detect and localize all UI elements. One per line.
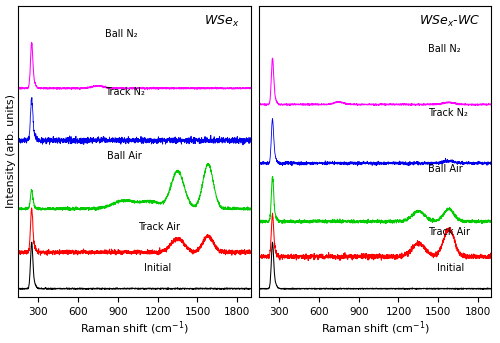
Text: WSe$_x$: WSe$_x$: [204, 14, 239, 29]
Text: Ball Air: Ball Air: [107, 151, 142, 161]
Text: Initial: Initial: [437, 263, 464, 273]
Text: WSe$_x$-WC: WSe$_x$-WC: [418, 14, 480, 29]
Text: Ball N₂: Ball N₂: [104, 28, 137, 38]
X-axis label: Raman shift (cm$^{-1}$): Raman shift (cm$^{-1}$): [320, 320, 430, 338]
Y-axis label: Intensity (arb. units): Intensity (arb. units): [6, 94, 16, 209]
X-axis label: Raman shift (cm$^{-1}$): Raman shift (cm$^{-1}$): [80, 320, 189, 338]
Text: Track Air: Track Air: [428, 227, 470, 237]
Text: Track N₂: Track N₂: [428, 108, 468, 118]
Text: Initial: Initial: [144, 263, 172, 273]
Text: Track N₂: Track N₂: [104, 87, 144, 97]
Text: Ball Air: Ball Air: [428, 164, 462, 174]
Text: Track Air: Track Air: [138, 222, 180, 232]
Text: Ball N₂: Ball N₂: [428, 44, 460, 54]
